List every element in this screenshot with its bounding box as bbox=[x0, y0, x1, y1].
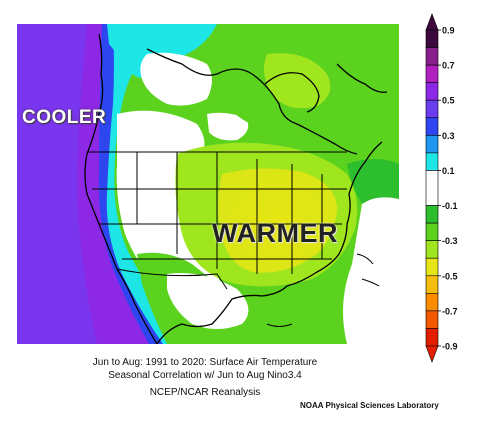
colorbar-tick-label: 0.9 bbox=[442, 26, 455, 36]
colorbar-band bbox=[425, 328, 439, 347]
field-northwest-cyan bbox=[107, 24, 217, 78]
colorbar-band bbox=[425, 64, 439, 83]
gulf-east-coast-line bbox=[156, 141, 383, 344]
colorbar-band bbox=[425, 310, 439, 329]
colorbar-band bbox=[425, 275, 439, 294]
colorbar-tick-label: -0.5 bbox=[442, 271, 458, 281]
colorbar-band bbox=[425, 82, 439, 101]
colorbar: 0.9 0.7 0.5 0.3 0.1 -0.1 -0.3 -0.5 -0.7 -0.9 bbox=[425, 13, 458, 363]
colorbar-band bbox=[425, 222, 439, 241]
map-canvas bbox=[17, 24, 399, 344]
colorbar-band bbox=[425, 257, 439, 277]
labrador-line bbox=[336, 63, 388, 93]
field-bc-neutral bbox=[140, 52, 212, 106]
caption-line-2: Seasonal Correlation w/ Jun to Aug Nino3… bbox=[108, 370, 302, 381]
colorbar-band bbox=[425, 99, 439, 119]
field-hudson-lime bbox=[263, 53, 331, 109]
canada-north-line bbox=[146, 48, 358, 155]
field-coastal-cyan bbox=[106, 24, 177, 344]
warmer-label: WARMER bbox=[212, 218, 338, 248]
field-mexico-neutral bbox=[167, 273, 249, 329]
colorbar-band bbox=[425, 240, 439, 259]
colorbar-band bbox=[425, 135, 439, 154]
colorbar-min-arrow bbox=[425, 345, 439, 363]
caption-line-3: NCEP/NCAR Reanalysis bbox=[149, 387, 261, 398]
colorbar-bands bbox=[425, 13, 439, 363]
field-atlantic-neutral bbox=[343, 192, 399, 344]
state-borders bbox=[87, 151, 347, 290]
correlation-map bbox=[17, 24, 399, 344]
colorbar-tick-label: -0.9 bbox=[442, 342, 458, 352]
island-3 bbox=[266, 323, 293, 327]
credit-text: NOAA Physical Sciences Laboratory bbox=[300, 401, 439, 410]
colorbar-band bbox=[425, 117, 439, 136]
colorbar-tick-label: -0.3 bbox=[442, 236, 458, 246]
us-mexico-border bbox=[116, 268, 228, 290]
colorbar-band bbox=[425, 170, 439, 206]
colorbar-band bbox=[425, 293, 439, 312]
colorbar-tick-label: 0.3 bbox=[442, 131, 455, 141]
colorbar-max-arrow bbox=[425, 13, 439, 31]
islands-outline bbox=[266, 253, 380, 327]
colorbar-tick-label: 0.7 bbox=[442, 61, 455, 71]
island-2 bbox=[361, 278, 380, 287]
colorbar-band bbox=[425, 152, 439, 171]
cooler-label: COOLER bbox=[22, 107, 107, 128]
colorbar-ticks: 0.9 0.7 0.5 0.3 0.1 -0.1 -0.3 -0.5 -0.7 -0.9 bbox=[438, 26, 458, 352]
west-coast-line bbox=[84, 33, 158, 344]
colorbar-tick-label: -0.7 bbox=[442, 306, 458, 316]
coastline-outline bbox=[84, 33, 388, 344]
field-prairie-neutral bbox=[207, 112, 249, 141]
colorbar-tick-label: -0.1 bbox=[442, 201, 458, 211]
field-pacific-deep bbox=[17, 24, 97, 344]
field-atlantic-green bbox=[347, 159, 399, 204]
colorbar-tick-label: 0.1 bbox=[442, 166, 455, 176]
colorbar-tick-label: 0.5 bbox=[442, 96, 455, 106]
caption-line-1: Jun to Aug: 1991 to 2020: Surface Air Te… bbox=[92, 357, 318, 368]
hudson-bay-line bbox=[264, 72, 320, 113]
colorbar-band bbox=[425, 47, 439, 66]
island-1 bbox=[356, 253, 374, 265]
colorbar-band bbox=[425, 29, 439, 48]
field-warm-core bbox=[218, 168, 337, 273]
colorbar-band bbox=[425, 205, 439, 224]
